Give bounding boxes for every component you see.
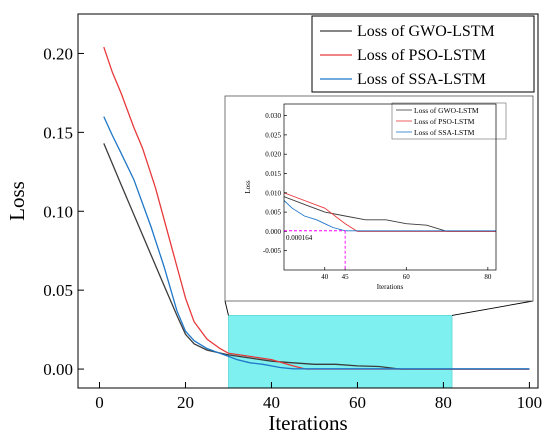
inset-x-tick-label: 80	[484, 273, 492, 281]
highlight-layer	[228, 315, 453, 389]
y-tick-label: 0.20	[43, 44, 73, 63]
x-tick-label: 20	[177, 393, 194, 412]
inset-annotation: 0.000164	[284, 230, 346, 270]
inset-y-tick-label: 0.005	[265, 209, 281, 217]
inset-series-line-1	[284, 192, 496, 232]
y-tick-label: 0.00	[43, 360, 73, 379]
inset-legend-label-2: Loss of SSA-LSTM	[414, 128, 475, 137]
inset-y-tick-label: 0.020	[265, 151, 281, 159]
x-tick-label: 60	[349, 393, 366, 412]
x-tick-label: 100	[517, 393, 543, 412]
inset-series-layer	[284, 192, 496, 232]
inset-plot: Loss of GWO-LSTM Loss of PSO-LSTM Loss of …	[224, 95, 534, 302]
y-axis-title: Loss	[5, 181, 29, 221]
inset-series-line-2	[284, 199, 496, 232]
y-tick-label: 0.05	[43, 281, 73, 300]
main-axes	[77, 13, 539, 389]
inset-legend-label-0: Loss of GWO-LSTM	[414, 106, 479, 115]
inset-y-tick-label: 0.015	[265, 170, 281, 178]
inset-frame	[283, 103, 497, 271]
inset-x-tick-label: 40	[321, 273, 329, 281]
series-line-2	[103, 116, 530, 370]
x-axis-title: Iterations	[268, 411, 347, 435]
inset-y-tick-label: 0.010	[265, 189, 281, 197]
legend-label-2: Loss of SSA-LSTM	[357, 71, 486, 88]
inset-y-tick-label: -0.005	[263, 247, 282, 255]
inset-x-axis-title: Iterations	[377, 283, 404, 291]
annotation-label: 0.000164	[286, 234, 313, 242]
zoom-highlight-region	[228, 315, 453, 389]
inset-legend-label-1: Loss of PSO-LSTM	[414, 117, 475, 126]
legend-label-0: Loss of GWO-LSTM	[357, 23, 495, 40]
inset-ticks: 40 45 60 80 -0.005 0.000 0.005 0.010 0.015 0.020 0…	[263, 112, 492, 281]
plot-frame	[77, 13, 539, 389]
inset-x-tick-label: 45	[342, 273, 350, 281]
inset-x-tick-label: 60	[403, 273, 411, 281]
y-tick-label: 0.10	[43, 202, 73, 221]
legend: Loss of GWO-LSTM Loss of PSO-LSTM Loss of …	[311, 15, 535, 93]
connector-line-left	[224, 300, 229, 316]
inset-y-tick-label: 0.025	[265, 131, 281, 139]
x-tick-label: 40	[263, 393, 280, 412]
inset-y-tick-label: 0.030	[265, 112, 281, 120]
y-tick-label: 0.15	[43, 123, 73, 142]
zoom-connector-lines	[224, 300, 534, 316]
inset-y-tick-label: 0.000	[265, 228, 281, 236]
connector-line-right	[451, 300, 534, 316]
x-tick-label: 0	[95, 393, 104, 412]
main-ticks: 0 20 40 60 80 100 0.00 0.05 0.10 0.15 0.20	[43, 44, 542, 412]
legend-label-1: Loss of PSO-LSTM	[357, 47, 486, 64]
inset-y-axis-title: Loss	[244, 180, 252, 194]
x-tick-label: 80	[435, 393, 452, 412]
main-series-layer	[103, 46, 530, 370]
inset-legend: Loss of GWO-LSTM Loss of PSO-LSTM Loss of …	[391, 102, 507, 140]
